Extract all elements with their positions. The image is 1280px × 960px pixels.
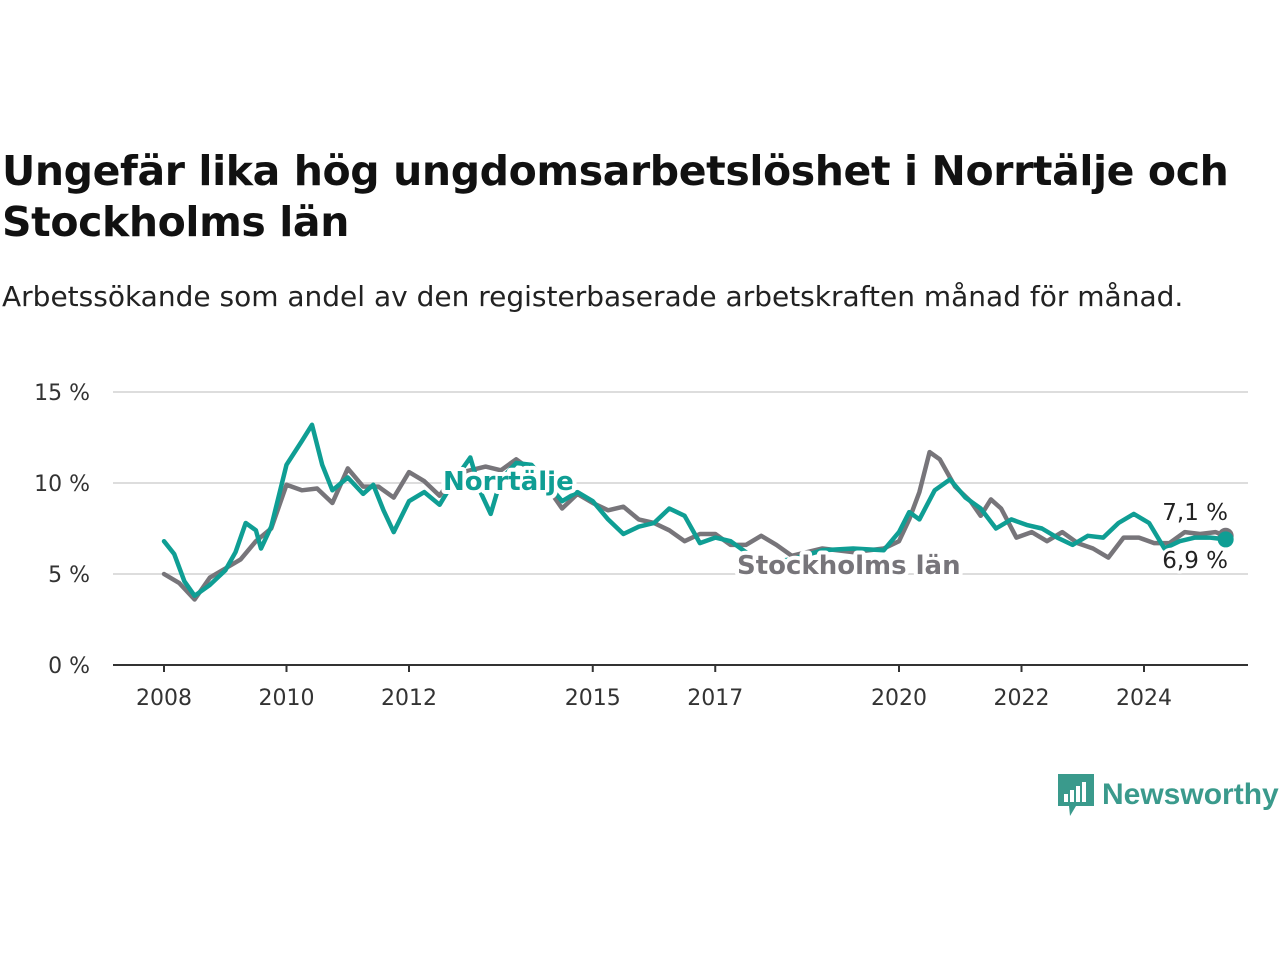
x-tick-label: 2020: [871, 686, 927, 711]
x-axis-ticks: 2008 2010 2012 2015 2017 2020 2022 2024: [136, 665, 1172, 711]
x-tick-label: 2010: [259, 686, 315, 711]
chart-title: Ungefär lika hög ungdomsarbetslöshet i N…: [2, 147, 1229, 246]
series-end-point: [1217, 531, 1234, 548]
y-tick-label: 15 %: [34, 381, 90, 406]
bar-chart-speech-bubble-icon: [1058, 774, 1094, 816]
series-line-norrtalje: [161, 422, 1228, 599]
brand-logo: Newsworthy: [1058, 772, 1279, 818]
series-lines: [161, 422, 1234, 602]
x-tick-label: 2008: [136, 686, 192, 711]
series-label-stockholms-lan: Stockholms län: [737, 551, 961, 581]
x-tick-label: 2022: [994, 686, 1050, 711]
x-tick-label: 2017: [687, 686, 743, 711]
brand-name: Newsworthy: [1102, 778, 1279, 811]
end-value-label-stockholms-lan: 7,1 %: [1162, 500, 1228, 526]
series-label-norrtalje: Norrtälje: [443, 467, 574, 497]
y-axis-ticks: 0 % 5 % 10 % 15 %: [34, 381, 90, 679]
x-tick-label: 2015: [565, 686, 621, 711]
y-tick-label: 0 %: [48, 654, 90, 679]
chart-subtitle: Arbetssökande som andel av den registerb…: [2, 280, 1184, 313]
end-value-label-norrtalje: 6,9 %: [1162, 548, 1228, 574]
y-tick-label: 10 %: [34, 472, 90, 497]
y-tick-label: 5 %: [48, 563, 90, 588]
gridlines: [113, 391, 1248, 666]
x-tick-label: 2012: [381, 686, 437, 711]
series-line-stockholms-lan: [161, 449, 1228, 602]
series-labels: Norrtälje Stockholms län 7,1 % 6,9 %: [439, 463, 1231, 585]
x-tick-label: 2024: [1116, 686, 1172, 711]
